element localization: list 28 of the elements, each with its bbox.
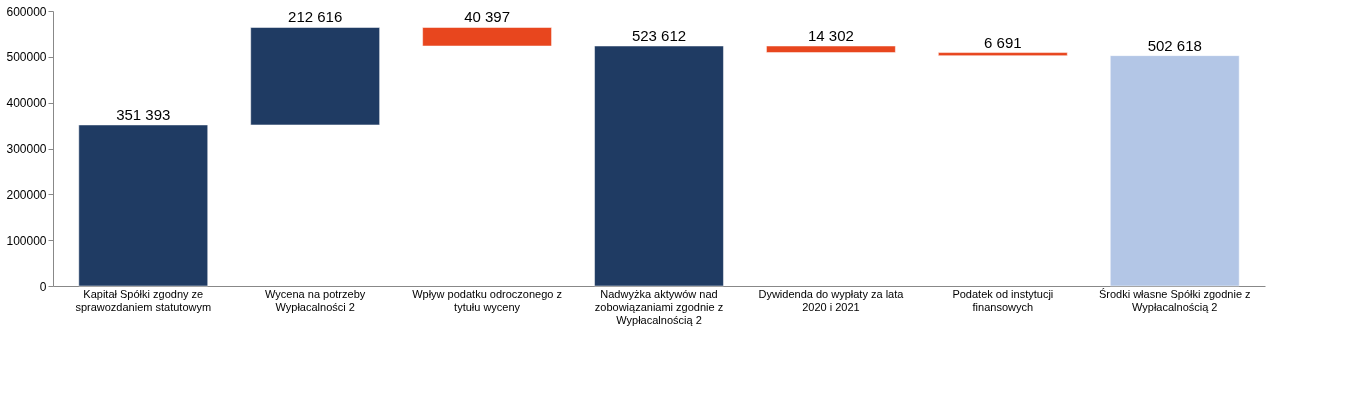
data-label: 40 397 — [464, 8, 511, 26]
data-label: 351 393 — [116, 105, 171, 123]
y-tick-label: 500000 — [6, 50, 47, 65]
x-tick-label: Nadwyżka aktywów nad zobowiązaniami zgodnie z Wypłacalnością 2 — [594, 287, 724, 326]
data-label: 14 302 — [807, 27, 854, 45]
data-label: 212 616 — [288, 8, 343, 26]
x-tick-label: Kapitał Spółki zgodny ze sprawozdaniem statutowym — [75, 287, 212, 313]
bar — [1110, 55, 1240, 287]
y-tick-label: 300000 — [6, 142, 47, 156]
bar — [250, 27, 380, 126]
bar — [594, 45, 724, 287]
x-tick-label: Dywidenda do wypłaty za lata 2020 i 2021 — [758, 287, 905, 313]
x-tick-label: Wycena na potrzeby Wypłacalności 2 — [265, 287, 366, 313]
bar — [78, 124, 208, 287]
y-tick-label: 200000 — [6, 187, 47, 202]
data-label: 523 612 — [631, 27, 687, 45]
y-tick-label: 600000 — [6, 4, 47, 19]
y-tick-label: 100000 — [6, 233, 47, 248]
x-tick-label: Środki własne Spółki zgodnie z Wypłacalnością 2 — [1098, 287, 1251, 313]
x-tick-label: Podatek od instytucji finansowych — [952, 287, 1054, 313]
bar — [766, 45, 896, 53]
data-label: 502 618 — [1147, 36, 1202, 54]
x-tick-label: Wpływ podatku odroczonego z tytułu wyceny — [412, 287, 562, 313]
bar — [422, 27, 552, 47]
y-tick-label: 400000 — [6, 96, 47, 111]
data-label: 6 691 — [984, 33, 1022, 51]
bar — [938, 52, 1068, 56]
y-tick-label: 0 — [39, 279, 47, 294]
